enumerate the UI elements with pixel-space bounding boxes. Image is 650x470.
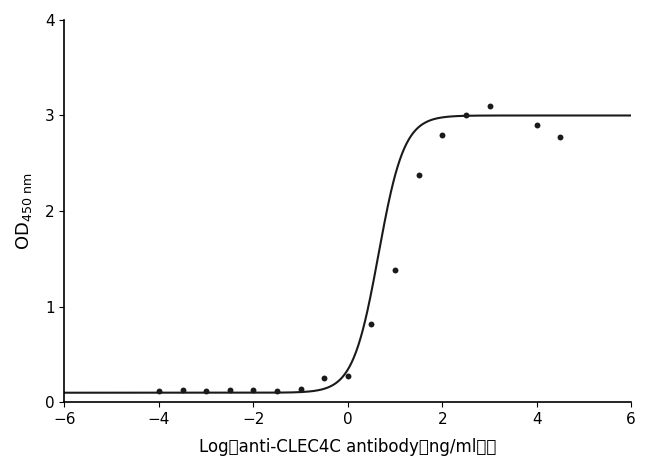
Point: [343, 373, 353, 380]
Point: [201, 387, 211, 395]
Point: [532, 121, 542, 129]
Point: [484, 102, 495, 110]
Point: [461, 112, 471, 119]
Point: [413, 171, 424, 179]
Point: [437, 131, 447, 138]
Point: [319, 375, 330, 382]
Point: [295, 385, 306, 392]
Point: [248, 386, 259, 393]
Point: [390, 266, 400, 274]
Point: [366, 320, 376, 328]
Point: [154, 387, 164, 395]
Y-axis label: $\mathrm{OD_{450\ nm}}$: $\mathrm{OD_{450\ nm}}$: [14, 172, 34, 250]
Point: [225, 386, 235, 393]
X-axis label: Log（anti-CLEC4C antibody（ng/ml））: Log（anti-CLEC4C antibody（ng/ml））: [199, 438, 497, 456]
Point: [272, 387, 282, 395]
Point: [177, 386, 188, 393]
Point: [555, 133, 566, 140]
